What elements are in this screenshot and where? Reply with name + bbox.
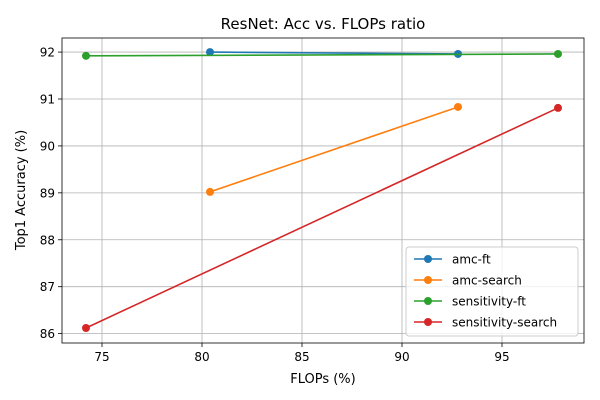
data-point-sensitivity-search: [82, 323, 90, 332]
y-tick-label: 90: [40, 139, 55, 153]
legend-box: [405, 246, 579, 337]
legend-label-amc-search: amc-search: [452, 274, 522, 288]
x-tick-label: 80: [194, 350, 209, 364]
chart-title: ResNet: Acc vs. FLOPs ratio: [221, 15, 426, 33]
legend-label-sensitivity-ft: sensitivity-ft: [452, 295, 526, 309]
x-tick-label: 90: [394, 350, 409, 364]
legend-label-sensitivity-search: sensitivity-search: [452, 316, 557, 330]
legend-marker-amc-ft: [424, 255, 432, 263]
legend: amc-ft amc-search sensitivity-ft sensitivit…: [405, 246, 579, 337]
series-line-amc-search: [209, 106, 459, 193]
x-tick-label: 75: [94, 350, 109, 364]
series-line-sensitivity-ft: [85, 53, 559, 57]
data-point-amc-ft: [206, 48, 214, 57]
y-tick-label: 91: [40, 93, 55, 107]
legend-marker-sensitivity-ft: [424, 297, 432, 305]
y-tick-label: 86: [40, 327, 55, 341]
data-point-sensitivity-ft: [554, 49, 562, 58]
x-tick-label: 85: [294, 350, 309, 364]
y-tick-label: 92: [40, 46, 55, 60]
legend-label-amc-ft: amc-ft: [452, 253, 491, 267]
y-axis-label: Top1 Accuracy (%): [14, 130, 29, 251]
legend-marker-sensitivity-search: [424, 318, 432, 326]
y-tick-label: 88: [40, 233, 55, 247]
data-point-sensitivity-search: [554, 103, 562, 112]
x-axis-ticks: 75 80 85 90 95: [94, 343, 510, 364]
y-tick-label: 89: [40, 186, 55, 200]
y-axis-ticks: 86 87 88 89 90 91 92: [40, 46, 62, 341]
series-group: [82, 48, 562, 332]
series-line-amc-ft: [209, 51, 459, 55]
legend-marker-amc-search: [424, 276, 432, 284]
data-point-amc-search: [206, 187, 214, 196]
data-point-sensitivity-ft: [82, 51, 90, 60]
x-axis-label: FLOPs (%): [290, 372, 356, 387]
plot-frame: [61, 37, 585, 344]
series-line-sensitivity-search: [85, 107, 559, 329]
y-tick-label: 87: [40, 280, 55, 294]
data-point-amc-search: [454, 102, 462, 111]
x-tick-label: 95: [494, 350, 509, 364]
